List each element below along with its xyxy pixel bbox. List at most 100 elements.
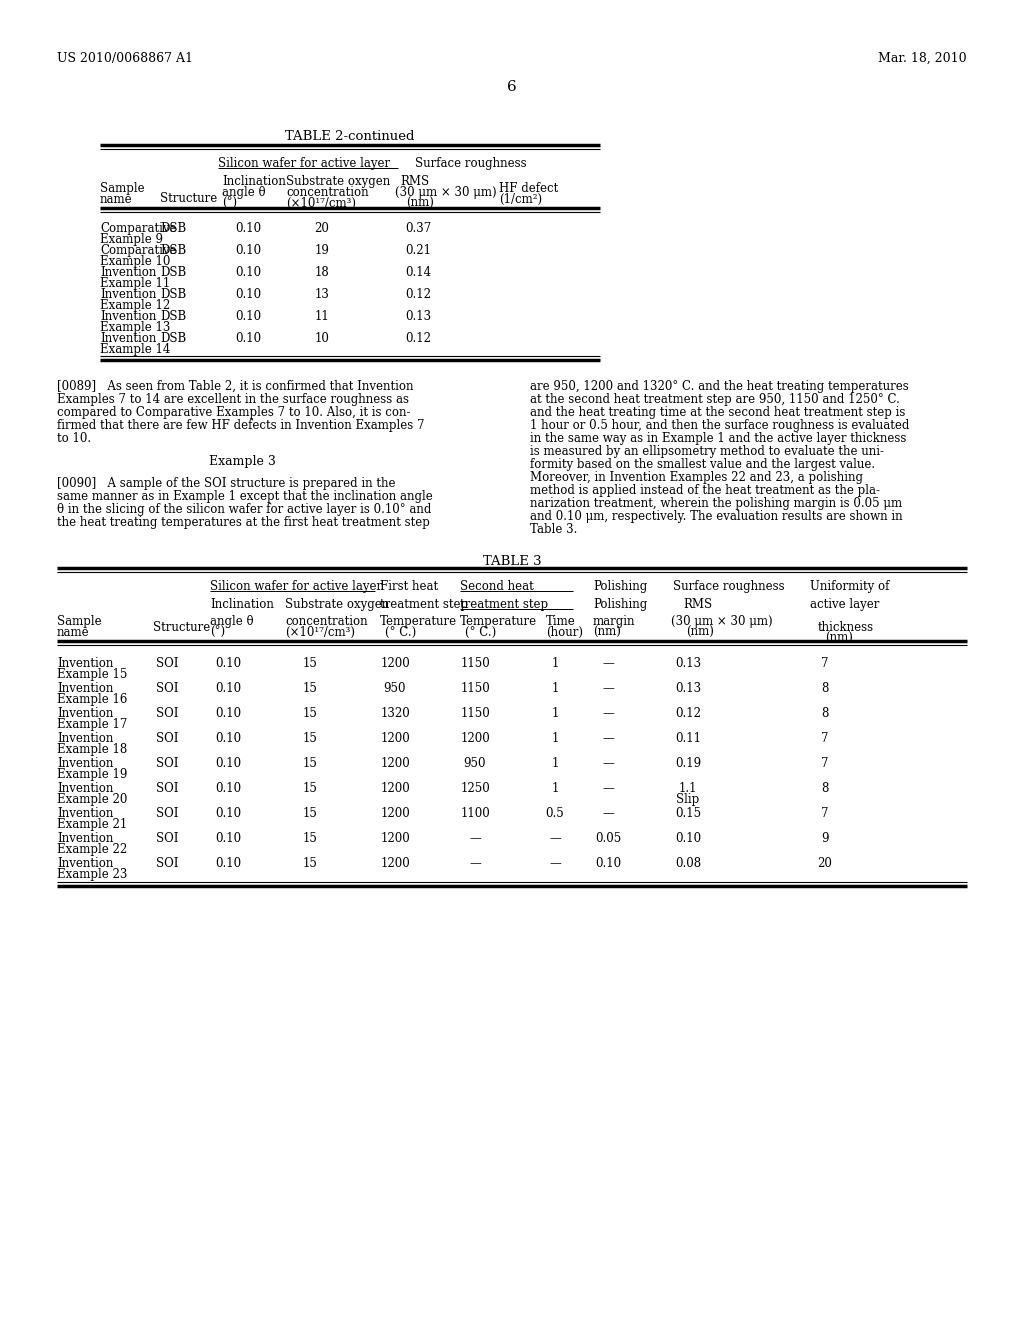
Text: Surface roughness: Surface roughness <box>673 579 784 593</box>
Text: Invention: Invention <box>57 708 114 719</box>
Text: Temperature: Temperature <box>380 615 457 628</box>
Text: narization treatment, wherein the polishing margin is 0.05 μm: narization treatment, wherein the polish… <box>530 498 902 510</box>
Text: 15: 15 <box>302 832 317 845</box>
Text: is measured by an ellipsometry method to evaluate the uni-: is measured by an ellipsometry method to… <box>530 445 884 458</box>
Text: 950: 950 <box>384 682 407 696</box>
Text: [0089]   As seen from Table 2, it is confirmed that Invention: [0089] As seen from Table 2, it is confi… <box>57 380 414 393</box>
Text: Example 23: Example 23 <box>57 869 127 880</box>
Text: Table 3.: Table 3. <box>530 523 578 536</box>
Text: SOI: SOI <box>156 857 178 870</box>
Text: Polishing: Polishing <box>593 579 647 593</box>
Text: [0090]   A sample of the SOI structure is prepared in the: [0090] A sample of the SOI structure is … <box>57 477 395 490</box>
Text: Invention: Invention <box>57 657 114 671</box>
Text: (nm): (nm) <box>406 197 434 210</box>
Text: treatment step: treatment step <box>380 598 468 611</box>
Text: 950: 950 <box>464 756 486 770</box>
Text: Example 15: Example 15 <box>57 668 127 681</box>
Text: Example 11: Example 11 <box>100 277 170 290</box>
Text: 1200: 1200 <box>380 807 410 820</box>
Text: Slip: Slip <box>677 793 699 807</box>
Text: 15: 15 <box>302 708 317 719</box>
Text: Mar. 18, 2010: Mar. 18, 2010 <box>879 51 967 65</box>
Text: 7: 7 <box>821 733 828 744</box>
Text: 1200: 1200 <box>380 756 410 770</box>
Text: 0.10: 0.10 <box>215 857 241 870</box>
Text: 15: 15 <box>302 756 317 770</box>
Text: 13: 13 <box>314 288 330 301</box>
Text: formity based on the smallest value and the largest value.: formity based on the smallest value and … <box>530 458 876 471</box>
Text: 8: 8 <box>821 781 828 795</box>
Text: 10: 10 <box>314 333 330 345</box>
Text: Invention: Invention <box>57 682 114 696</box>
Text: 1: 1 <box>551 708 559 719</box>
Text: (° C.): (° C.) <box>465 626 497 639</box>
Text: Sample: Sample <box>57 615 101 628</box>
Text: Example 22: Example 22 <box>57 843 127 855</box>
Text: 9: 9 <box>821 832 828 845</box>
Text: 0.10: 0.10 <box>234 310 261 323</box>
Text: 15: 15 <box>302 807 317 820</box>
Text: 19: 19 <box>314 244 330 257</box>
Text: —: — <box>602 733 613 744</box>
Text: Example 19: Example 19 <box>57 768 127 781</box>
Text: 1200: 1200 <box>380 857 410 870</box>
Text: Invention: Invention <box>100 310 157 323</box>
Text: 0.15: 0.15 <box>675 807 701 820</box>
Text: 1: 1 <box>551 733 559 744</box>
Text: angle θ: angle θ <box>222 186 265 199</box>
Text: 0.10: 0.10 <box>215 682 241 696</box>
Text: name: name <box>100 193 133 206</box>
Text: 1: 1 <box>551 657 559 671</box>
Text: 1 hour or 0.5 hour, and then the surface roughness is evaluated: 1 hour or 0.5 hour, and then the surface… <box>530 418 909 432</box>
Text: (hour): (hour) <box>546 626 583 639</box>
Text: (30 μm × 30 μm): (30 μm × 30 μm) <box>671 615 773 628</box>
Text: Invention: Invention <box>100 267 157 279</box>
Text: 0.11: 0.11 <box>675 733 701 744</box>
Text: DSB: DSB <box>160 288 186 301</box>
Text: method is applied instead of the heat treatment as the pla-: method is applied instead of the heat tr… <box>530 484 880 498</box>
Text: Polishing: Polishing <box>593 598 647 611</box>
Text: name: name <box>57 626 90 639</box>
Text: Example 10: Example 10 <box>100 255 170 268</box>
Text: 0.21: 0.21 <box>406 244 431 257</box>
Text: —: — <box>602 657 613 671</box>
Text: RMS: RMS <box>400 176 429 187</box>
Text: and 0.10 μm, respectively. The evaluation results are shown in: and 0.10 μm, respectively. The evaluatio… <box>530 510 902 523</box>
Text: 0.12: 0.12 <box>406 288 431 301</box>
Text: 20: 20 <box>817 857 833 870</box>
Text: Invention: Invention <box>57 756 114 770</box>
Text: θ in the slicing of the silicon wafer for active layer is 0.10° and: θ in the slicing of the silicon wafer fo… <box>57 503 431 516</box>
Text: 7: 7 <box>821 807 828 820</box>
Text: RMS: RMS <box>683 598 712 611</box>
Text: 1150: 1150 <box>460 657 489 671</box>
Text: 0.10: 0.10 <box>595 857 622 870</box>
Text: DSB: DSB <box>160 244 186 257</box>
Text: 0.13: 0.13 <box>675 657 701 671</box>
Text: —: — <box>602 756 613 770</box>
Text: 15: 15 <box>302 682 317 696</box>
Text: 0.10: 0.10 <box>234 222 261 235</box>
Text: 0.37: 0.37 <box>406 222 431 235</box>
Text: the heat treating temperatures at the first heat treatment step: the heat treating temperatures at the fi… <box>57 516 430 529</box>
Text: Example 3: Example 3 <box>209 455 275 469</box>
Text: 0.10: 0.10 <box>215 781 241 795</box>
Text: 0.10: 0.10 <box>234 267 261 279</box>
Text: —: — <box>602 781 613 795</box>
Text: 15: 15 <box>302 733 317 744</box>
Text: 1: 1 <box>551 781 559 795</box>
Text: Example 9: Example 9 <box>100 234 163 246</box>
Text: Invention: Invention <box>57 807 114 820</box>
Text: Surface roughness: Surface roughness <box>415 157 526 170</box>
Text: margin: margin <box>593 615 636 628</box>
Text: at the second heat treatment step are 950, 1150 and 1250° C.: at the second heat treatment step are 95… <box>530 393 900 407</box>
Text: 15: 15 <box>302 857 317 870</box>
Text: 1200: 1200 <box>380 733 410 744</box>
Text: Substrate oxygen: Substrate oxygen <box>286 176 390 187</box>
Text: 1320: 1320 <box>380 708 410 719</box>
Text: SOI: SOI <box>156 708 178 719</box>
Text: Invention: Invention <box>57 832 114 845</box>
Text: SOI: SOI <box>156 682 178 696</box>
Text: (nm): (nm) <box>593 626 621 639</box>
Text: 0.10: 0.10 <box>215 657 241 671</box>
Text: Substrate oxygen: Substrate oxygen <box>285 598 389 611</box>
